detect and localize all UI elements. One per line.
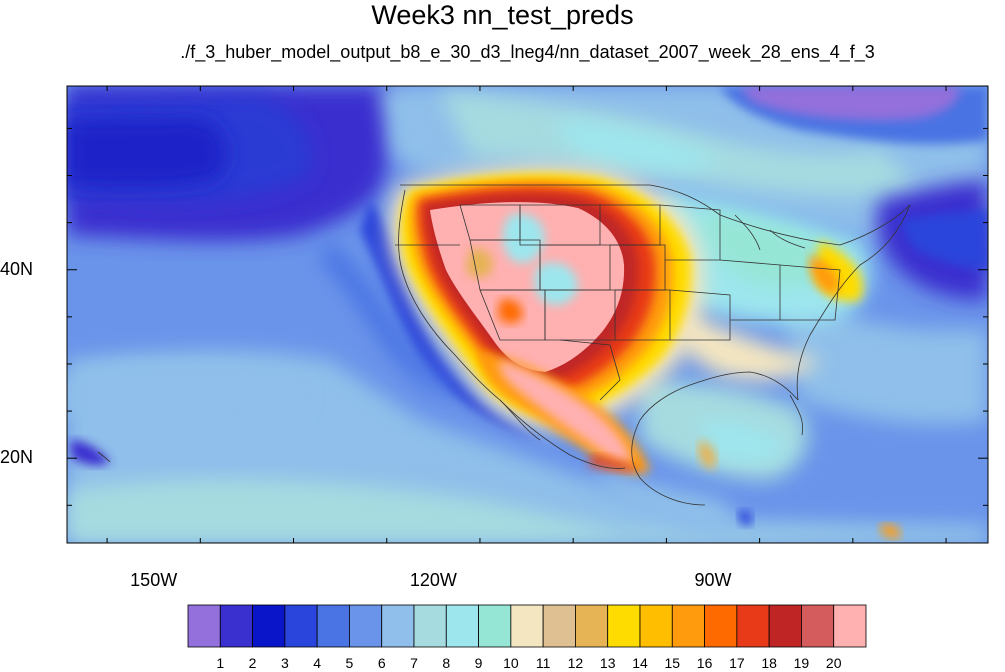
colorbar-label: 13 <box>600 655 616 671</box>
colorbar-label: 4 <box>313 655 321 671</box>
colorbar: 1 2 3 4 5 6 7 8 9 10 11 12 13 14 15 16 17 18 19 20 <box>187 604 867 671</box>
colorbar-label: 2 <box>249 655 257 671</box>
lat-tick-label: 40N <box>0 258 34 279</box>
axis-ticks <box>67 86 988 543</box>
colorbar-label: 18 <box>761 655 777 671</box>
colorbar-swatch <box>575 604 609 648</box>
colorbar-swatch <box>768 604 802 648</box>
colorbar-label: 19 <box>794 655 810 671</box>
colorbar-swatch <box>639 604 673 648</box>
colorbar-label: 6 <box>378 655 386 671</box>
colorbar-label: 12 <box>568 655 584 671</box>
colorbar-swatch <box>445 604 479 648</box>
coastline-outlines <box>97 184 911 506</box>
colorbar-label: 15 <box>664 655 680 671</box>
colorbar-label: 8 <box>442 655 450 671</box>
colorbar-label: 9 <box>475 655 483 671</box>
colorbar-swatch <box>284 604 318 648</box>
colorbar-swatch <box>510 604 544 648</box>
map-frame <box>66 85 989 544</box>
colorbar-label: 5 <box>346 655 354 671</box>
colorbar-label: 14 <box>632 655 648 671</box>
colorbar-swatch <box>833 604 867 648</box>
colorbar-swatch <box>219 604 253 648</box>
lon-tick-label: 120W <box>409 570 457 590</box>
lon-tick-label: 90W <box>694 570 732 590</box>
colorbar-swatch <box>542 604 576 648</box>
colorbar-swatch <box>801 604 835 648</box>
colorbar-swatch <box>671 604 705 648</box>
map-field <box>67 86 988 543</box>
colorbar-label: 17 <box>729 655 745 671</box>
colorbar-swatch <box>349 604 383 648</box>
colorbar-label: 16 <box>697 655 713 671</box>
colorbar-swatch <box>316 604 350 648</box>
colorbar-label: 20 <box>826 655 842 671</box>
colorbar-swatch <box>704 604 738 648</box>
colorbar-swatch <box>413 604 447 648</box>
colorbar-swatch <box>252 604 286 648</box>
colorbar-label: 10 <box>503 655 519 671</box>
colorbar-swatch <box>607 604 641 648</box>
lon-tick-label: 150W <box>130 570 178 590</box>
colorbar-swatch <box>478 604 512 648</box>
colorbar-label: 7 <box>410 655 418 671</box>
colorbar-swatch <box>381 604 415 648</box>
colorbar-label: 3 <box>281 655 289 671</box>
map-title: Week3 nn_test_preds <box>371 0 634 30</box>
lat-tick-label: 20N <box>0 447 34 468</box>
colorbar-label: 11 <box>536 655 551 671</box>
colorbar-label: 1 <box>216 655 224 671</box>
colorbar-swatch <box>187 604 221 648</box>
colorbar-swatch <box>736 604 770 648</box>
map-subtitle: ./f_3_huber_model_output_b8_e_30_d3_lneg… <box>180 42 875 62</box>
